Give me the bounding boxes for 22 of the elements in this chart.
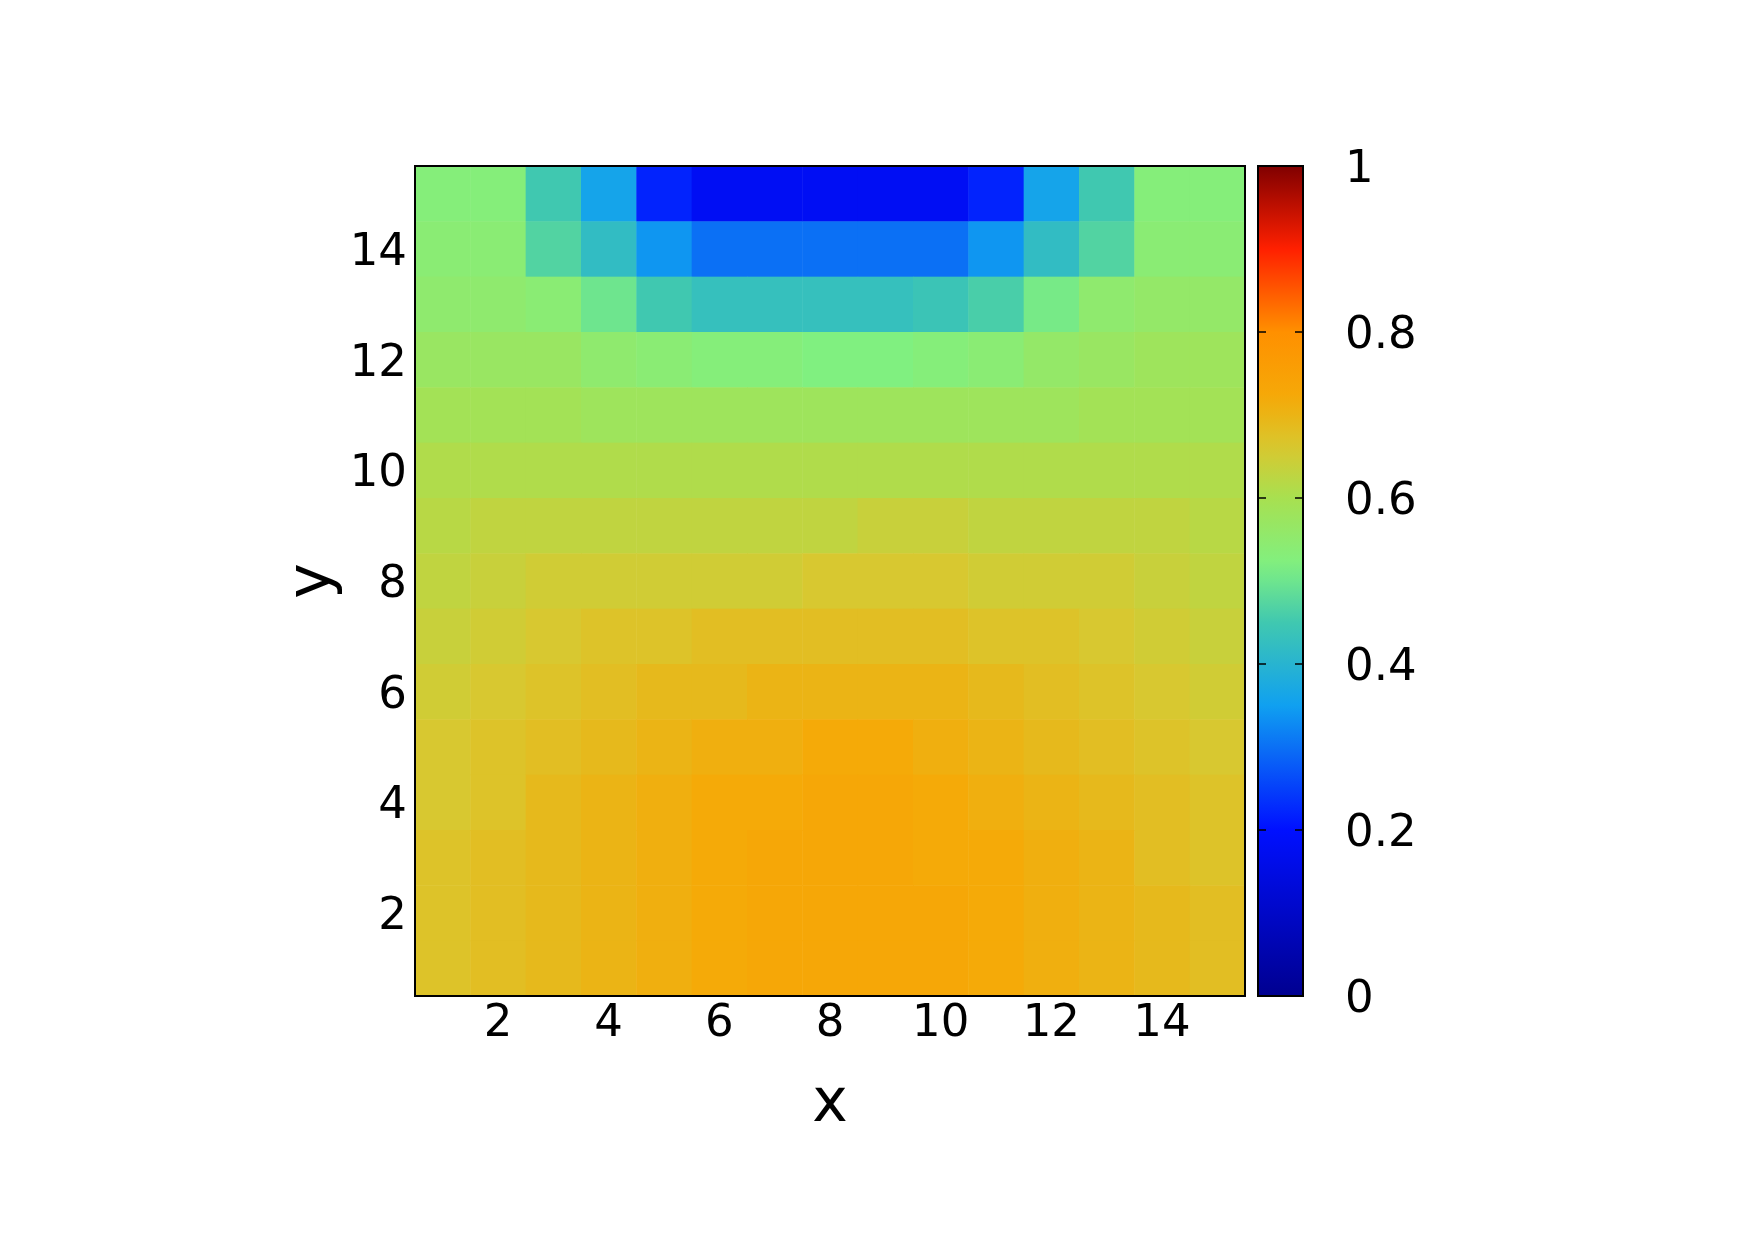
x-tick-label: 4 <box>594 993 623 1047</box>
color-bar-label: 0.2 <box>1345 803 1417 857</box>
y-tick-label: 14 <box>349 222 407 276</box>
x-tick-label: 2 <box>483 993 513 1047</box>
y-tick-label: 2 <box>378 886 407 940</box>
x-tick-label: 6 <box>705 993 734 1047</box>
color-bar-label: 0.4 <box>1345 637 1417 691</box>
y-axis-title: y <box>273 563 343 599</box>
y-tick-label: 8 <box>378 554 407 608</box>
x-tick-label: 14 <box>1133 993 1191 1047</box>
x-axis-title: x <box>812 1065 848 1135</box>
color-bar-label: 0.8 <box>1345 305 1417 359</box>
x-tick-label: 8 <box>815 993 845 1047</box>
x-tick-label: 10 <box>912 993 970 1047</box>
y-tick-label: 6 <box>378 665 407 719</box>
y-tick-label: 4 <box>378 776 407 830</box>
x-tick-label: 12 <box>1022 993 1080 1047</box>
color-bar-label: 0 <box>1345 969 1374 1023</box>
color-bar-label: 1 <box>1345 139 1374 193</box>
y-tick-label: 10 <box>349 444 407 498</box>
color-bar-label: 0.6 <box>1345 471 1417 525</box>
y-tick-label: 12 <box>349 333 407 387</box>
